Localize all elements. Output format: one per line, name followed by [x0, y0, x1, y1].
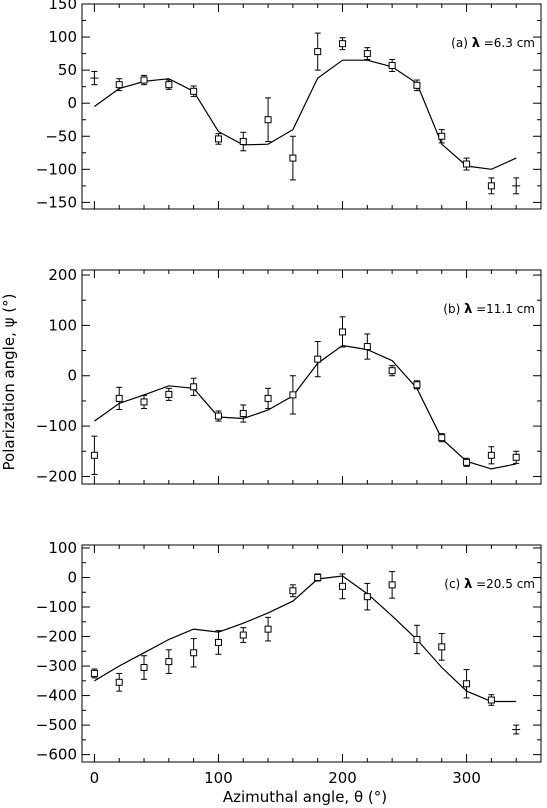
data-point — [90, 451, 98, 459]
data-point — [314, 355, 322, 363]
data-point — [463, 160, 471, 168]
x-tick-label: 100 — [204, 769, 233, 787]
y-tick-label: −50 — [45, 127, 77, 145]
panel-b: 200 100 0 −100 −200 (b) λ =11.1 cm — [36, 266, 542, 485]
y-tick-label: −150 — [36, 193, 77, 211]
wavelength-value: =20.5 cm — [472, 577, 535, 591]
data-point — [463, 458, 471, 466]
data-point — [438, 132, 446, 140]
data-point — [214, 412, 222, 420]
y-tick-label: −100 — [36, 417, 77, 435]
data-point — [388, 367, 396, 375]
data-point — [339, 328, 347, 336]
y-tick-label: 0 — [67, 367, 77, 385]
panel-c: 0 100 200 300 100 0 −100 −200 −300 −400 −500 −600 (c… — [36, 539, 542, 787]
data-point — [388, 62, 396, 69]
data-point — [487, 451, 495, 459]
lambda-symbol: λ — [464, 302, 472, 317]
data-point — [214, 638, 222, 646]
data-point — [339, 582, 347, 590]
y-axis-label: Polarization angle, ψ (°) — [0, 294, 18, 471]
wavelength-value: =11.1 cm — [472, 302, 535, 316]
x-tick-label: 200 — [328, 769, 357, 787]
data-point — [413, 635, 421, 643]
x-axis-label: Azimuthal angle, θ (°) — [223, 788, 387, 806]
y-tick-label: 50 — [58, 61, 77, 79]
data-point — [190, 649, 198, 657]
data-point — [140, 664, 148, 672]
data-point — [90, 669, 98, 677]
plot-frame — [81, 544, 542, 763]
data-point — [115, 81, 123, 89]
data-point — [339, 40, 347, 48]
data-point — [388, 581, 396, 589]
data-point — [264, 625, 272, 633]
data-point — [438, 434, 446, 442]
panel-id: (b) — [443, 302, 464, 316]
data-point — [314, 48, 322, 56]
data-point — [289, 391, 297, 399]
y-tick-label: 200 — [48, 266, 77, 284]
model-curve — [94, 59, 517, 170]
y-tick-label: −200 — [36, 467, 77, 485]
x-tick-label: 0 — [90, 769, 100, 787]
data-point — [115, 394, 123, 402]
panel-a: 150 100 50 0 −50 −100 −150 (a) λ =6.3 cm — [36, 0, 542, 211]
panel-annotation: (a) λ =6.3 cm — [451, 36, 535, 51]
y-tick-label: −600 — [36, 746, 77, 764]
panel-id: (a) — [451, 36, 472, 50]
panel-id: (c) — [444, 577, 464, 591]
data-point — [463, 680, 471, 688]
data-point — [264, 116, 272, 124]
data-point — [512, 453, 520, 461]
data-point — [165, 81, 173, 89]
y-tick-label: 100 — [48, 316, 77, 334]
data-point — [214, 135, 222, 143]
data-point — [289, 154, 297, 162]
data-point — [239, 138, 247, 146]
panel-annotation: (b) λ =11.1 cm — [443, 302, 535, 317]
data-point — [140, 398, 148, 406]
y-tick-label: −100 — [36, 598, 77, 616]
data-point — [413, 381, 421, 389]
y-tick-label: 150 — [48, 0, 77, 13]
y-tick-label: −400 — [36, 687, 77, 705]
y-tick-label: −200 — [36, 628, 77, 646]
y-tick-label: 100 — [48, 28, 77, 46]
data-point — [487, 182, 495, 190]
data-point — [487, 696, 495, 704]
plot-frame — [81, 269, 542, 485]
model-curve — [94, 575, 517, 703]
wavelength-value: =6.3 cm — [480, 36, 535, 50]
y-tick-label: 0 — [67, 94, 77, 112]
model-curve — [94, 344, 517, 470]
data-point — [363, 343, 371, 351]
data-point — [239, 410, 247, 418]
data-point — [165, 390, 173, 398]
y-tick-label: 0 — [67, 568, 77, 586]
data-point — [115, 678, 123, 686]
x-tick-label: 300 — [452, 769, 481, 787]
data-point — [140, 76, 148, 84]
data-point — [165, 658, 173, 666]
data-point — [190, 87, 198, 95]
y-tick-label: 100 — [48, 539, 77, 557]
y-tick-label: −300 — [36, 657, 77, 675]
panel-annotation: (c) λ =20.5 cm — [444, 577, 535, 592]
data-point — [413, 81, 421, 89]
lambda-symbol: λ — [472, 36, 480, 51]
data-point — [239, 631, 247, 639]
y-tick-label: −100 — [36, 160, 77, 178]
lambda-symbol: λ — [464, 577, 472, 592]
plot-frame — [81, 3, 542, 210]
data-point — [190, 383, 198, 391]
data-point — [264, 394, 272, 402]
data-point — [363, 593, 371, 601]
data-point — [438, 643, 446, 651]
y-tick-label: −500 — [36, 716, 77, 734]
data-point — [314, 573, 322, 581]
data-point — [363, 50, 371, 58]
data-point — [289, 587, 297, 595]
